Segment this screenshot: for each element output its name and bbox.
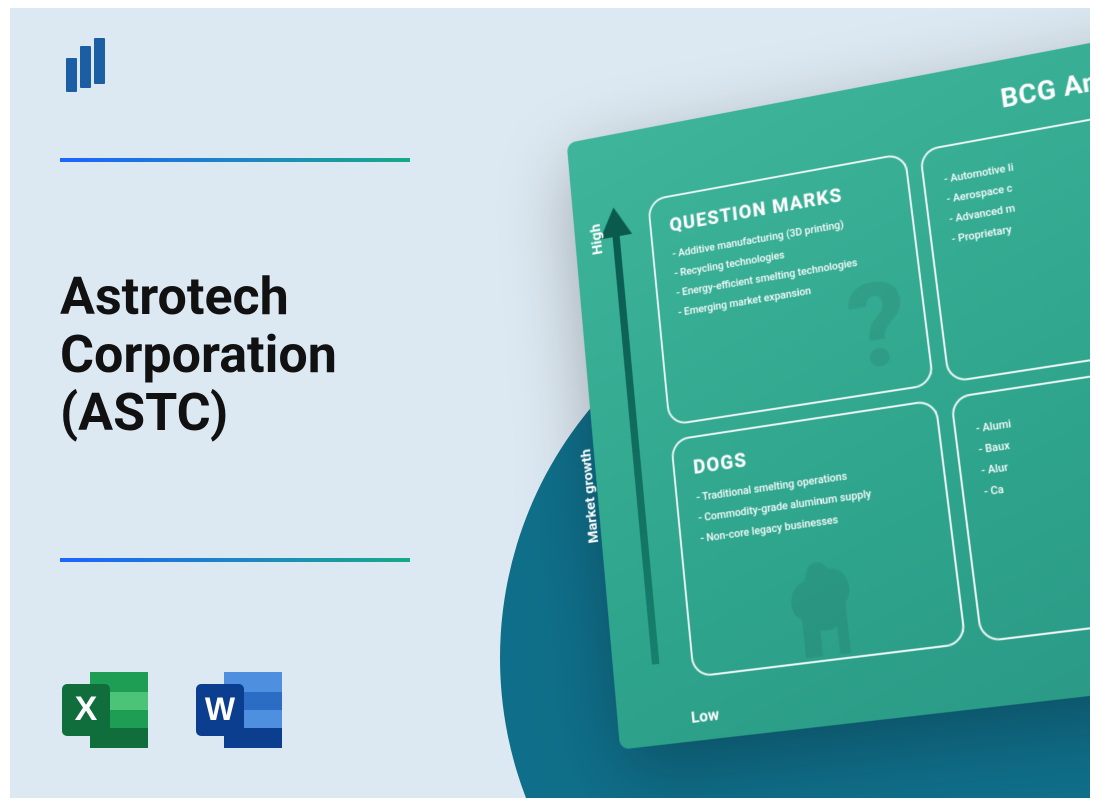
divider-top [60, 158, 410, 162]
page-title: Astrotech Corporation (ASTC) [60, 268, 480, 443]
svg-text:W: W [205, 691, 236, 727]
dog-icon [763, 543, 882, 672]
quadrant-cash-partial: Alumi Baux Alur Ca [950, 354, 1090, 643]
office-icons: X W [60, 664, 286, 756]
svg-text:X: X [75, 690, 98, 728]
quadrant-items: Automotive li Aerospace c Advanced m Pro… [943, 129, 1090, 250]
word-icon: W [194, 664, 286, 756]
bcg-card: BCG Analysis High Market growth QUESTION… [567, 21, 1090, 749]
quadrant-question-marks: QUESTION MARKS Additive manufacturing (3… [647, 152, 934, 426]
bcg-grid: QUESTION MARKS Additive manufacturing (3… [647, 99, 1090, 677]
x-axis-low: Low [690, 704, 720, 727]
y-axis-high: High [586, 223, 606, 257]
brand-logo [60, 38, 110, 100]
quadrant-items: Alumi Baux Alur Ca [975, 383, 1090, 503]
quadrant-dogs: DOGS Traditional smelting operations Com… [670, 399, 967, 678]
excel-icon: X [60, 664, 152, 756]
bcg-title: BCG Analysis [999, 51, 1090, 114]
divider-bottom [60, 558, 410, 562]
quadrant-stars-partial: Automotive li Aerospace c Advanced m Pro… [919, 99, 1090, 383]
stage: Astrotech Corporation (ASTC) X [10, 8, 1090, 798]
